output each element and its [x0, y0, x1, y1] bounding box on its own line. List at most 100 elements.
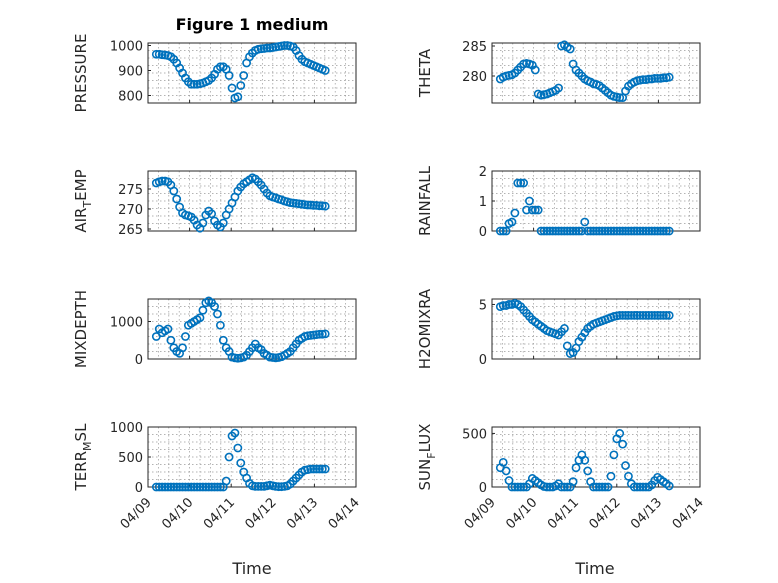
y-tick-label: 5	[479, 298, 487, 313]
data-point	[498, 301, 508, 310]
y-tick-label: 285	[462, 40, 487, 55]
data-point	[580, 455, 590, 465]
data-point	[615, 310, 625, 320]
data-point	[256, 44, 266, 54]
data-point	[533, 205, 543, 215]
data-point	[615, 93, 625, 102]
data-point	[615, 429, 625, 438]
axes-frame	[491, 42, 701, 104]
data-point	[638, 75, 648, 84]
y-tick-label: 0	[479, 481, 487, 496]
data-point	[213, 482, 222, 492]
data-point	[507, 217, 517, 227]
data-point	[626, 310, 636, 320]
data-point	[314, 329, 324, 339]
data-point	[163, 482, 173, 492]
data-point	[169, 186, 179, 196]
data-point	[571, 226, 581, 236]
data-point	[647, 226, 657, 236]
data-point	[542, 482, 552, 492]
data-point	[233, 92, 243, 102]
subplot-theta: 280 285 THETA	[416, 40, 701, 104]
data-point	[230, 428, 240, 438]
data-point	[606, 226, 616, 236]
data-point	[586, 226, 595, 236]
data-point	[545, 226, 555, 236]
data-point	[495, 226, 505, 236]
axes-frame	[491, 298, 701, 360]
y-tick-label: 2	[479, 165, 487, 180]
data-point	[644, 74, 654, 84]
data-point	[320, 66, 330, 75]
data-point	[653, 74, 662, 83]
data-point	[656, 310, 665, 320]
data-point	[626, 226, 636, 236]
data-point	[163, 324, 173, 334]
data-point	[664, 481, 674, 491]
data-point	[664, 226, 674, 236]
data-point	[624, 310, 633, 320]
data-point	[650, 310, 660, 320]
y-tick-label: 0	[479, 353, 487, 368]
data-point	[195, 313, 205, 323]
subplot-rainfall: 0 1 2 RAINFALL	[416, 165, 701, 240]
data-point	[189, 482, 199, 492]
data-point	[166, 335, 176, 345]
data-point	[274, 482, 284, 492]
data-point	[635, 226, 645, 236]
data-point	[516, 178, 526, 188]
data-point	[603, 482, 613, 492]
data-point	[644, 310, 654, 320]
y-axis-label: THETA	[416, 48, 434, 98]
data-point	[181, 332, 190, 341]
data-point	[250, 481, 260, 491]
data-point	[151, 49, 161, 59]
y-tick-label: 275	[118, 183, 143, 198]
data-point	[661, 226, 671, 236]
data-point	[606, 471, 616, 481]
data-point	[154, 482, 164, 492]
data-point	[186, 79, 196, 89]
data-point	[548, 226, 558, 236]
data-point	[501, 226, 511, 236]
data-point	[498, 457, 508, 467]
data-point	[618, 226, 628, 236]
data-point	[629, 482, 639, 492]
data-point	[303, 200, 313, 210]
data-point	[583, 226, 593, 236]
data-point	[536, 226, 546, 236]
data-point	[271, 481, 281, 491]
data-point	[213, 309, 222, 319]
subplot-pressure: 800 900 1000 PRESSURE	[72, 34, 357, 113]
data-point	[565, 44, 575, 54]
data-point	[183, 482, 193, 492]
data-point	[650, 226, 660, 236]
data-point	[661, 310, 671, 320]
data-point	[638, 226, 648, 236]
data-point	[530, 65, 540, 75]
data-markers	[495, 40, 674, 102]
data-point	[612, 226, 622, 236]
data-point	[207, 482, 217, 492]
data-point	[172, 194, 182, 204]
data-point	[629, 226, 639, 236]
data-point	[609, 450, 619, 460]
data-point	[658, 73, 668, 83]
data-point	[501, 466, 511, 476]
data-point	[656, 226, 665, 236]
data-point	[621, 226, 630, 236]
y-tick-label: 1	[479, 195, 487, 210]
data-point	[210, 302, 219, 311]
data-point	[638, 310, 648, 320]
data-point	[513, 178, 523, 188]
data-point	[192, 482, 202, 492]
y-axis-label: TERRMSL	[72, 423, 94, 492]
data-point	[221, 476, 231, 486]
data-point	[559, 482, 569, 492]
data-point	[542, 226, 552, 236]
y-tick-label: 500	[118, 451, 143, 466]
data-point	[565, 226, 575, 236]
y-axis-label: PRESSURE	[72, 34, 90, 113]
data-point	[600, 226, 610, 236]
data-point	[204, 482, 214, 492]
